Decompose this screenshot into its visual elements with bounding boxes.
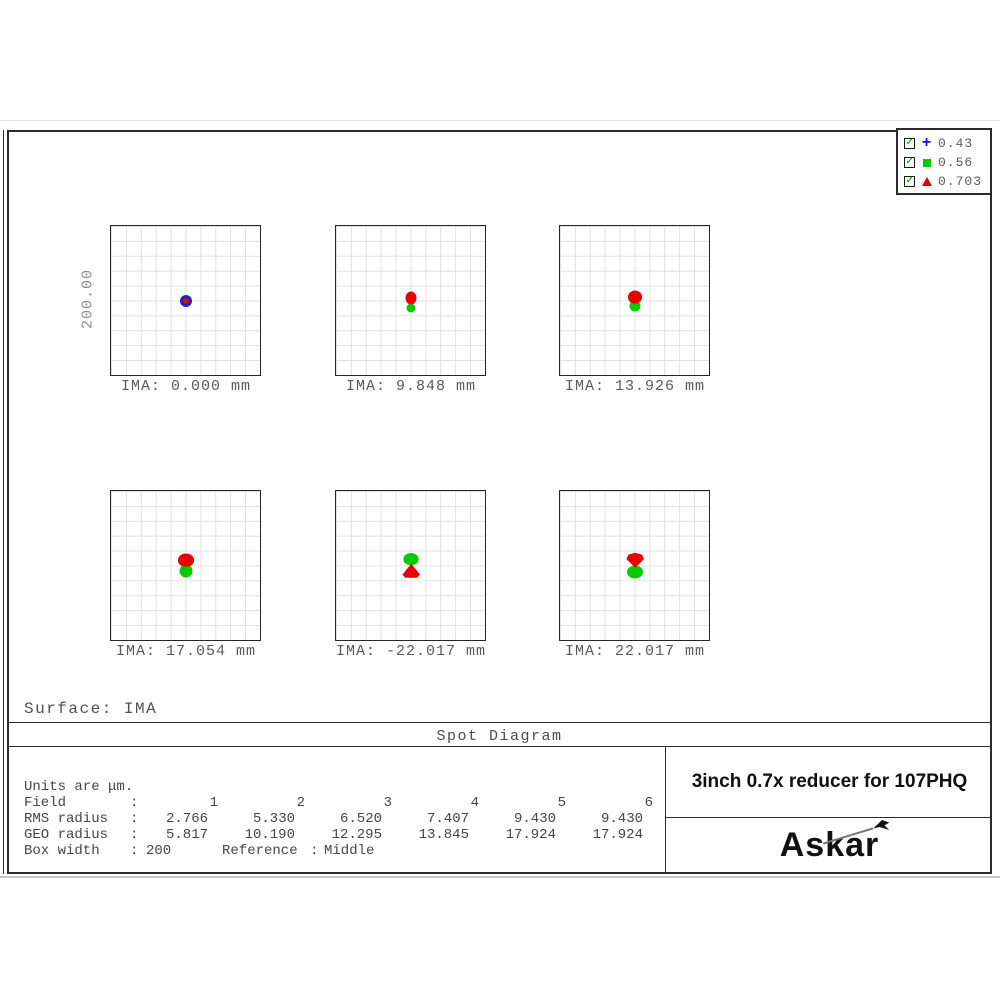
row-label: Field <box>24 795 67 811</box>
reference-value: Middle <box>324 843 375 859</box>
ima-label: IMA: 13.926 mm <box>564 378 706 395</box>
green-spot <box>179 564 193 578</box>
spot-panel-field-5: IMA: -22.017 mm <box>335 490 486 660</box>
ima-label: IMA: 22.017 mm <box>564 643 706 660</box>
green-spot <box>629 300 641 312</box>
row-values: 2.766 5.330 6.520 7.407 9.430 9.430 <box>131 811 653 827</box>
brand-logo: Askar <box>779 820 890 865</box>
green-spot <box>403 552 419 565</box>
cell: 10.190 <box>244 827 295 843</box>
cell: 9.430 <box>600 811 643 827</box>
reference-label: Reference <box>222 843 298 859</box>
row-colon: : <box>130 843 139 859</box>
cell: 5 <box>557 795 566 811</box>
diagram-title: Spot Diagram <box>436 728 563 745</box>
legend-row: ✓ + 0.43 <box>904 134 990 153</box>
box-width-value: 200 <box>146 843 172 859</box>
cell: 6 <box>644 795 653 811</box>
row-colon: : <box>130 795 139 811</box>
product-title-cell: 3inch 0.7x reducer for 107PHQ <box>667 747 992 817</box>
spot-panel-field-4: IMA: 17.054 mm <box>110 490 261 660</box>
divider <box>7 746 992 747</box>
triangle-marker-icon <box>920 173 933 191</box>
surface-label: Surface: IMA <box>24 700 158 718</box>
spot-panel-field-1: IMA: 0.000 mm <box>110 225 261 395</box>
green-spot <box>627 565 644 579</box>
cell: 5.817 <box>165 827 208 843</box>
cell: 7.407 <box>426 811 469 827</box>
wavelength-label: 0.703 <box>938 174 983 189</box>
green-spot <box>406 303 415 313</box>
red-spot <box>402 563 421 578</box>
divider <box>665 817 992 818</box>
logo-bird-icon <box>873 820 890 830</box>
cell: 2 <box>296 795 305 811</box>
row-colon: : <box>310 843 319 859</box>
units-line: Units are μm. <box>24 779 134 795</box>
wavelength-legend: ✓ + 0.43 ✓ 0.56 ✓ 0.703 <box>896 128 992 195</box>
spot-panel-field-6: IMA: 22.017 mm <box>559 490 710 660</box>
cell: 17.924 <box>592 827 643 843</box>
ima-label: IMA: -22.017 mm <box>335 643 487 660</box>
divider <box>7 722 992 723</box>
cell: 4 <box>470 795 479 811</box>
cell: 6.520 <box>339 811 382 827</box>
red-spot <box>178 553 195 567</box>
row-values: 5.817 10.190 12.295 13.845 17.924 17.924 <box>131 827 653 843</box>
cell: 1 <box>209 795 218 811</box>
brand-cell: Askar <box>667 818 992 873</box>
legend-row: ✓ 0.56 <box>904 153 990 172</box>
red-spot <box>628 290 643 304</box>
cell: 9.430 <box>513 811 556 827</box>
box-scale-label: 200.00 <box>79 268 97 330</box>
box-width-label: Box width <box>24 843 100 859</box>
legend-row: ✓ 0.703 <box>904 172 990 191</box>
spot-panel-field-2: IMA: 9.848 mm <box>335 225 486 395</box>
cell: 5.330 <box>252 811 295 827</box>
wavelength-label: 0.43 <box>938 136 974 151</box>
row-values: 1 2 3 4 5 6 <box>131 795 653 811</box>
row-colon: : <box>130 811 139 827</box>
red-spot <box>183 297 190 304</box>
wavelength-checkbox[interactable]: ✓ <box>904 157 915 168</box>
wavelength-checkbox[interactable]: ✓ <box>904 138 915 149</box>
cell: 3 <box>383 795 392 811</box>
cross-marker-icon: + <box>921 134 932 152</box>
frame-left-double-line <box>3 130 4 874</box>
outer-frame <box>7 130 992 874</box>
ima-label: IMA: 0.000 mm <box>120 378 252 395</box>
cell: 13.845 <box>418 827 469 843</box>
red-spot <box>626 552 644 568</box>
square-marker-icon <box>920 154 933 172</box>
cell: 17.924 <box>505 827 556 843</box>
row-label: GEO radius <box>24 827 109 843</box>
row-colon: : <box>130 827 139 843</box>
product-title: 3inch 0.7x reducer for 107PHQ <box>691 771 968 792</box>
ima-label: IMA: 17.054 mm <box>115 643 257 660</box>
cell: 12.295 <box>331 827 382 843</box>
spot-panel-field-3: IMA: 13.926 mm <box>559 225 710 395</box>
row-label: RMS radius <box>24 811 109 827</box>
brand-name: Askar <box>779 826 880 864</box>
red-spot <box>405 291 416 305</box>
wavelength-checkbox[interactable]: ✓ <box>904 176 915 187</box>
wavelength-label: 0.56 <box>938 155 974 170</box>
divider <box>665 746 666 874</box>
cell: 2.766 <box>165 811 208 827</box>
ima-label: IMA: 9.848 mm <box>345 378 477 395</box>
